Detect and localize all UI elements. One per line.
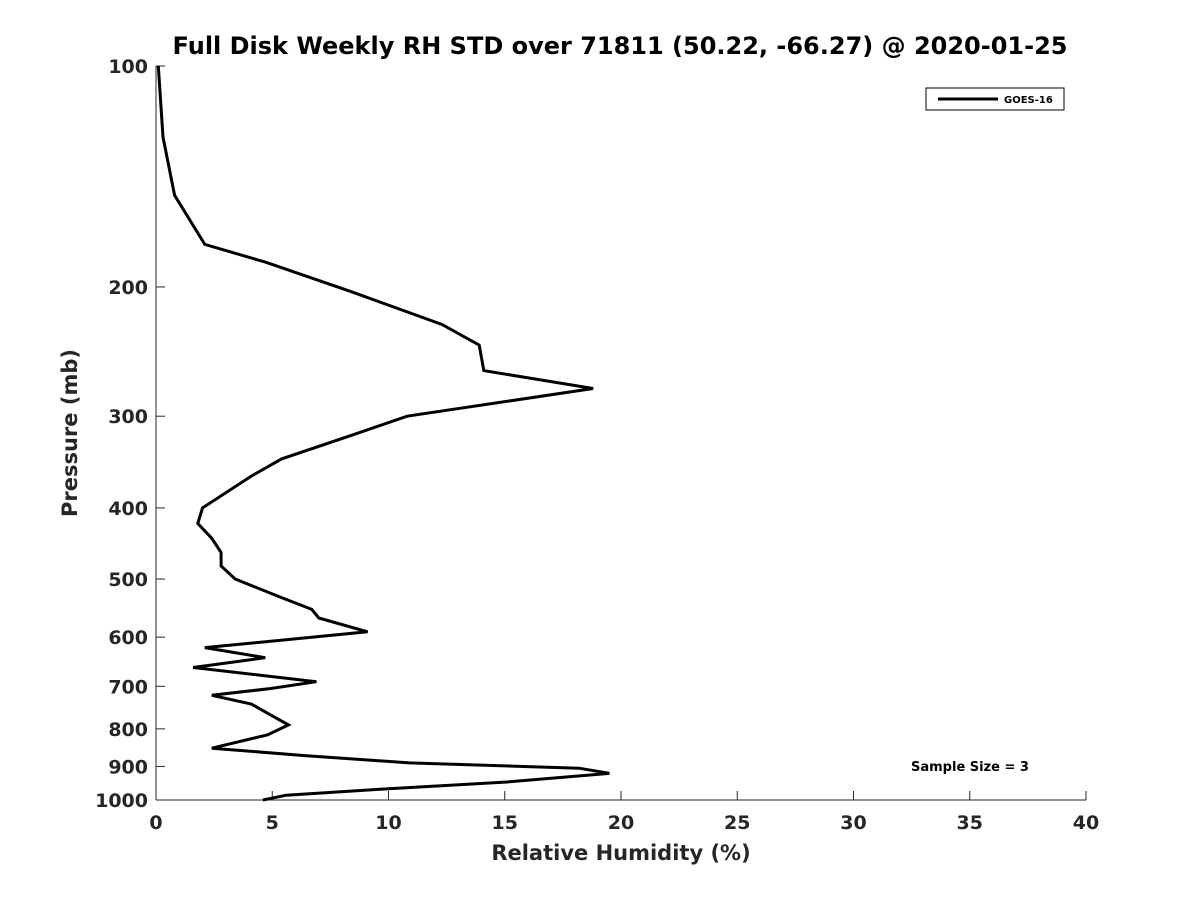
y-tick-label: 1000	[95, 790, 148, 812]
y-tick-label: 700	[108, 676, 148, 698]
y-tick-label: 600	[108, 627, 148, 649]
x-tick-label: 15	[492, 812, 518, 834]
x-tick-label: 40	[1073, 812, 1099, 834]
y-axis: 100 200 300 400 500 600 700 800 900 1000	[95, 56, 165, 812]
x-tick-label: 0	[149, 812, 162, 834]
y-tick-label: 800	[108, 719, 148, 741]
chart-title: Full Disk Weekly RH STD over 71811 (50.2…	[173, 32, 1068, 60]
y-tick-label: 400	[108, 498, 148, 520]
y-tick-label: 900	[108, 756, 148, 778]
x-tick-label: 10	[375, 812, 401, 834]
x-tick-label: 5	[266, 812, 279, 834]
legend-entry-goes-16: GOES-16	[1004, 95, 1053, 106]
x-tick-label: 25	[724, 812, 750, 834]
x-axis-label: Relative Humidity (%)	[491, 841, 750, 865]
x-tick-label: 35	[957, 812, 983, 834]
x-axis: 0 5 10 15 20 25 30 35 40	[149, 791, 1099, 834]
plot-area	[156, 65, 610, 802]
y-axis-label: Pressure (mb)	[58, 349, 82, 517]
y-tick-label: 300	[108, 406, 148, 428]
x-tick-label: 30	[840, 812, 866, 834]
legend: GOES-16	[925, 87, 1065, 111]
y-tick-label: 100	[108, 56, 148, 78]
sample-size-annotation: Sample Size = 3	[911, 760, 1029, 775]
y-tick-label: 500	[108, 569, 148, 591]
x-tick-label: 20	[608, 812, 634, 834]
y-tick-label: 200	[108, 277, 148, 299]
series-line-goes-16	[156, 65, 610, 802]
